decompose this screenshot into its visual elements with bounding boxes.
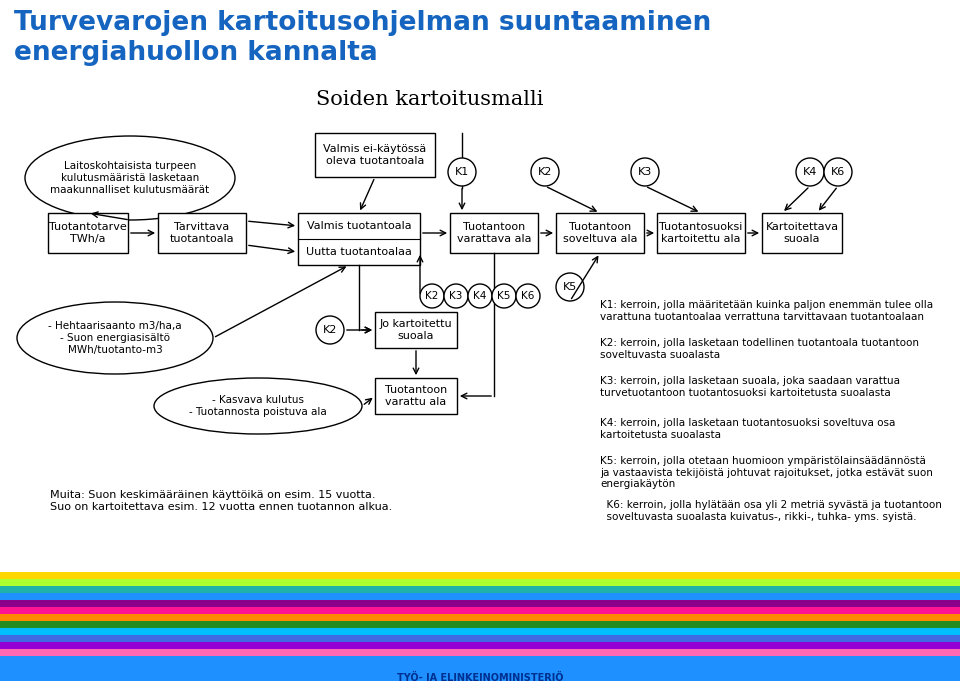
Text: K6: kerroin, jolla hylätään osa yli 2 metriä syvästä ja tuotantoon
  soveltuvast: K6: kerroin, jolla hylätään osa yli 2 me… <box>600 500 942 522</box>
Ellipse shape <box>25 136 235 220</box>
FancyBboxPatch shape <box>375 378 457 414</box>
Bar <box>0 593 960 600</box>
Circle shape <box>420 284 444 308</box>
Ellipse shape <box>154 378 362 434</box>
FancyBboxPatch shape <box>762 213 842 253</box>
Text: K1: K1 <box>455 167 469 177</box>
Circle shape <box>631 158 659 186</box>
Circle shape <box>468 284 492 308</box>
Text: K6: K6 <box>521 291 535 301</box>
Circle shape <box>492 284 516 308</box>
Text: K4: K4 <box>803 167 817 177</box>
Text: Valmis tuotantoala: Valmis tuotantoala <box>306 221 411 231</box>
Circle shape <box>531 158 559 186</box>
Text: Jo kartoitettu
suoala: Jo kartoitettu suoala <box>380 319 452 340</box>
Bar <box>0 635 960 642</box>
Ellipse shape <box>17 302 213 374</box>
FancyBboxPatch shape <box>315 133 435 177</box>
FancyBboxPatch shape <box>375 312 457 348</box>
Circle shape <box>444 284 468 308</box>
Text: Tarvittava
tuotantoala: Tarvittava tuotantoala <box>170 222 234 244</box>
FancyBboxPatch shape <box>48 213 128 253</box>
Text: K5: K5 <box>563 282 577 292</box>
Text: Tuotantoon
varattava ala: Tuotantoon varattava ala <box>457 222 531 244</box>
Text: K3: K3 <box>637 167 652 177</box>
Text: - Hehtaarisaanto m3/ha,a
- Suon energiasisältö
MWh/tuotanto-m3: - Hehtaarisaanto m3/ha,a - Suon energias… <box>48 321 181 355</box>
Text: K4: K4 <box>473 291 487 301</box>
Circle shape <box>316 316 344 344</box>
Bar <box>0 572 960 579</box>
FancyBboxPatch shape <box>298 213 420 265</box>
Text: Tuotantoon
varattu ala: Tuotantoon varattu ala <box>385 385 447 407</box>
Bar <box>0 614 960 621</box>
FancyBboxPatch shape <box>657 213 745 253</box>
Text: Tuotantotarve
TWh/a: Tuotantotarve TWh/a <box>49 222 127 244</box>
Bar <box>0 607 960 614</box>
Text: K5: K5 <box>497 291 511 301</box>
Text: K4: kerroin, jolla lasketaan tuotantosuoksi soveltuva osa
kartoitetusta suoalast: K4: kerroin, jolla lasketaan tuotantosuo… <box>600 418 896 440</box>
Circle shape <box>516 284 540 308</box>
Text: - Kasvava kulutus
- Tuotannosta poistuva ala: - Kasvava kulutus - Tuotannosta poistuva… <box>189 395 326 417</box>
Text: Muita: Suon keskimääräinen käyttöikä on esim. 15 vuotta.
Suo on kartoitettava es: Muita: Suon keskimääräinen käyttöikä on … <box>50 490 393 511</box>
Circle shape <box>796 158 824 186</box>
Text: Kartoitettava
suoala: Kartoitettava suoala <box>765 222 839 244</box>
Text: K3: kerroin, jolla lasketaan suoala, joka saadaan varattua
turvetuotantoon tuota: K3: kerroin, jolla lasketaan suoala, jok… <box>600 376 900 398</box>
Text: K5: kerroin, jolla otetaan huomioon ympäristölainsäädännöstä
ja vastaavista teki: K5: kerroin, jolla otetaan huomioon ympä… <box>600 456 933 489</box>
Text: Valmis ei-käytössä
oleva tuotantoala: Valmis ei-käytössä oleva tuotantoala <box>324 144 426 165</box>
Text: TYÖ- JA ELINKEINOMINISTERIÖ: TYÖ- JA ELINKEINOMINISTERIÖ <box>396 671 564 681</box>
Text: Tuotantosuoksi
kartoitettu ala: Tuotantosuoksi kartoitettu ala <box>660 222 743 244</box>
Text: Tuotantoon
soveltuva ala: Tuotantoon soveltuva ala <box>563 222 637 244</box>
FancyBboxPatch shape <box>158 213 246 253</box>
Text: K2: kerroin, jolla lasketaan todellinen tuotantoala tuotantoon
soveltuvasta suoa: K2: kerroin, jolla lasketaan todellinen … <box>600 338 919 360</box>
Bar <box>0 649 960 656</box>
Text: Turvevarojen kartoitusohjelman suuntaaminen: Turvevarojen kartoitusohjelman suuntaami… <box>14 10 711 36</box>
FancyBboxPatch shape <box>450 213 538 253</box>
Text: Uutta tuotantoalaa: Uutta tuotantoalaa <box>306 247 412 257</box>
Bar <box>0 586 960 593</box>
Bar <box>0 656 960 681</box>
Bar <box>0 628 960 635</box>
Circle shape <box>556 273 584 301</box>
Text: K1: kerroin, jolla määritetään kuinka paljon enemmän tulee olla
varattuna tuotan: K1: kerroin, jolla määritetään kuinka pa… <box>600 300 933 321</box>
Text: K3: K3 <box>449 291 463 301</box>
Bar <box>0 642 960 649</box>
Circle shape <box>448 158 476 186</box>
Text: K6: K6 <box>830 167 845 177</box>
Text: Laitoskohtaisista turpeen
kulutusmääristä lasketaan
maakunnalliset kulutusmäärät: Laitoskohtaisista turpeen kulutusmäärist… <box>51 161 209 195</box>
Text: K2: K2 <box>323 325 337 335</box>
Text: K2: K2 <box>538 167 552 177</box>
Text: Soiden kartoitusmalli: Soiden kartoitusmalli <box>316 90 543 109</box>
Text: K2: K2 <box>425 291 439 301</box>
Circle shape <box>824 158 852 186</box>
Bar <box>0 621 960 628</box>
FancyBboxPatch shape <box>556 213 644 253</box>
Bar <box>0 600 960 607</box>
Text: energiahuollon kannalta: energiahuollon kannalta <box>14 40 377 66</box>
Bar <box>0 579 960 586</box>
